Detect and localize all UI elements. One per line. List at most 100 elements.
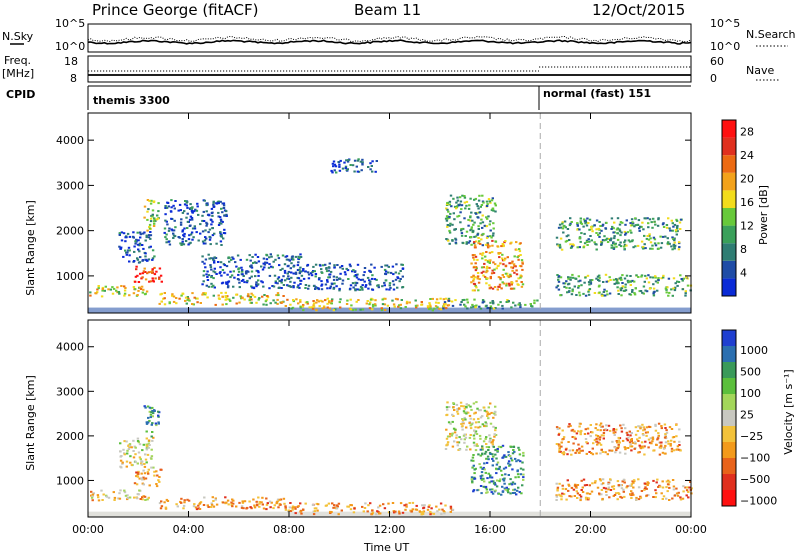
colorbar-tick-label: 20	[740, 173, 754, 186]
scatter-cell	[220, 222, 223, 225]
scatter-cell	[373, 266, 376, 269]
scatter-cell	[628, 293, 631, 296]
scatter-cell	[115, 289, 118, 292]
scatter-cell	[472, 489, 476, 492]
scatter-cell	[503, 454, 506, 457]
scatter-cell	[654, 244, 658, 247]
scatter-cell	[622, 423, 625, 426]
scatter-cell	[249, 265, 253, 268]
scatter-cell	[292, 299, 295, 301]
scatter-cell	[520, 259, 524, 262]
scatter-cell	[491, 440, 494, 443]
scatter-cell	[90, 496, 94, 499]
scatter-cell	[350, 304, 353, 307]
scatter-cell	[464, 305, 467, 308]
scatter-cell	[164, 236, 167, 239]
scatter-cell	[186, 212, 189, 215]
scatter-cell	[144, 258, 147, 261]
scatter-cell	[209, 257, 213, 260]
scatter-cell	[669, 229, 672, 232]
scatter-cell	[266, 502, 269, 505]
scatter-cell	[451, 420, 454, 423]
scatter-cell	[567, 441, 570, 443]
scatter-cell	[601, 425, 604, 428]
scatter-cell	[189, 215, 193, 218]
scatter-cell	[481, 254, 484, 257]
scatter-cell	[383, 284, 386, 287]
scatter-cell	[148, 410, 151, 413]
scatter-cell	[494, 204, 497, 207]
scatter-cell	[482, 270, 485, 273]
scatter-cell	[142, 483, 145, 486]
scatter-cell	[628, 441, 632, 444]
scatter-cell	[421, 513, 425, 515]
scatter-cell	[120, 466, 123, 469]
scatter-cell	[555, 499, 558, 501]
scatter-cell	[568, 239, 571, 241]
scatter-cell	[495, 467, 498, 470]
scatter-cell	[209, 266, 213, 269]
scatter-cell	[263, 263, 267, 266]
scatter-cell	[446, 202, 449, 204]
scatter-cell	[493, 268, 496, 271]
scatter-cell	[668, 242, 671, 245]
scatter-cell	[632, 479, 636, 482]
scatter-cell	[135, 471, 138, 474]
scatter-cell	[480, 238, 483, 241]
scatter-cell	[287, 277, 291, 280]
nsearch-label: N.Search	[746, 28, 796, 41]
scatter-cell	[341, 267, 344, 270]
scatter-cell	[254, 275, 257, 278]
scatter-cell	[222, 237, 225, 240]
scatter-cell	[642, 228, 645, 231]
scatter-cell	[488, 245, 491, 248]
scatter-cell	[488, 287, 491, 290]
scatter-cell	[618, 441, 621, 444]
scatter-cell	[654, 489, 657, 492]
scatter-cell	[575, 490, 578, 493]
scatter-cell	[299, 502, 302, 505]
scatter-cell	[446, 401, 449, 404]
scatter-cell	[217, 215, 220, 218]
scatter-cell	[341, 279, 345, 282]
scatter-cell	[144, 292, 147, 295]
scatter-cell	[499, 262, 502, 265]
scatter-cell	[670, 439, 673, 442]
scatter-cell	[248, 277, 251, 280]
scatter-cell	[449, 194, 453, 197]
x-tick-label: 20:00	[575, 523, 607, 536]
scatter-cell	[559, 276, 563, 279]
scatter-cell	[279, 498, 283, 501]
scatter-cell	[569, 424, 572, 427]
scatter-cell	[235, 505, 238, 508]
scatter-cell	[262, 257, 266, 260]
scatter-cell	[660, 242, 664, 245]
scatter-cell	[598, 279, 601, 282]
scatter-cell	[654, 429, 658, 432]
scatter-cell	[518, 302, 521, 305]
scatter-cell	[367, 504, 370, 507]
scatter-cell	[211, 214, 214, 217]
colorbar-swatch	[722, 410, 736, 426]
scatter-cell	[320, 284, 323, 287]
scatter-cell	[382, 503, 385, 506]
scatter-cell	[355, 282, 359, 285]
scatter-cell	[557, 288, 561, 291]
scatter-cell	[671, 497, 674, 500]
scatter-cell	[670, 450, 674, 453]
scatter-cell	[643, 217, 646, 220]
nsearch-tick-top: 10^5	[710, 17, 740, 30]
scatter-cell	[559, 226, 562, 229]
scatter-cell	[485, 457, 488, 460]
scatter-cell	[118, 234, 121, 236]
scatter-cell	[446, 441, 450, 444]
scatter-cell	[474, 262, 477, 265]
scatter-cell	[590, 490, 594, 493]
scatter-cell	[599, 436, 602, 439]
scatter-cell	[604, 273, 608, 276]
scatter-cell	[282, 295, 285, 297]
scatter-cell	[604, 227, 607, 230]
colorbar-swatch	[722, 490, 736, 506]
scatter-cell	[381, 298, 384, 301]
